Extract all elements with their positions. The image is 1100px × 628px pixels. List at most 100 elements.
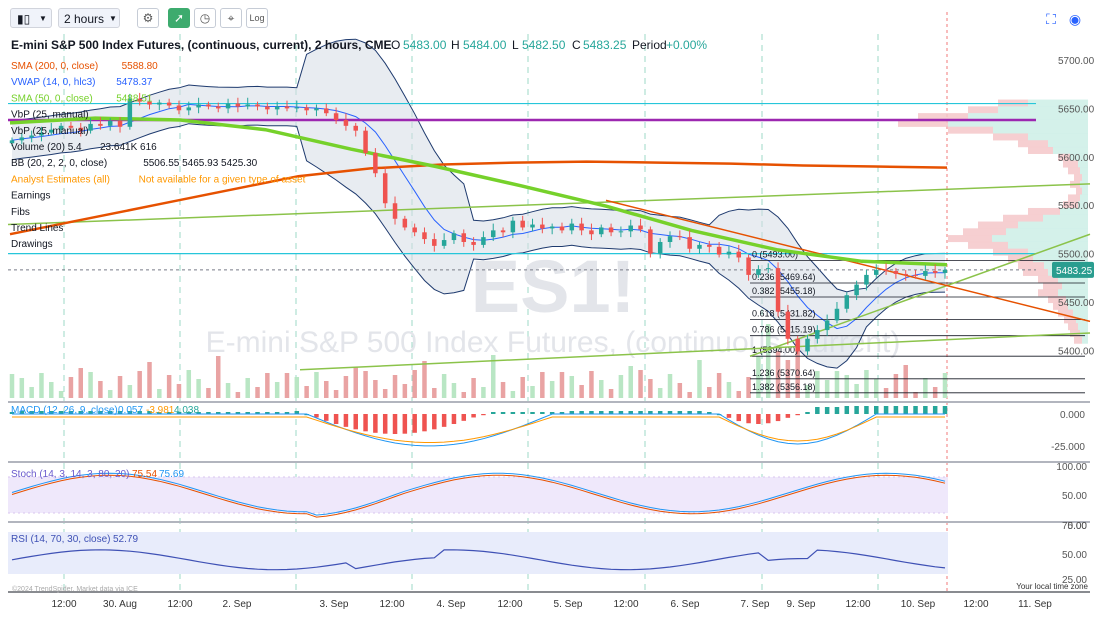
candle-body: [716, 246, 722, 255]
vbp-buy-bar: [1073, 309, 1088, 317]
ohlc-field: 5482.50: [522, 38, 566, 52]
legend-item-label: VbP (25, manual): [11, 126, 89, 137]
candle-body: [765, 268, 771, 270]
candle-body: [913, 274, 918, 276]
candle-body: [451, 233, 457, 241]
bb-upper-line: [11, 38, 946, 293]
macd-signal-line: [12, 416, 945, 443]
candle-body: [373, 152, 378, 174]
rsi-tick-label: 75.00: [1062, 521, 1087, 532]
candle-body: [481, 237, 486, 245]
macd-label: MACD (12, 26, 9, close): [11, 405, 118, 416]
candle-body: [402, 218, 408, 228]
ohlc-field: Period: [632, 38, 667, 52]
drawing-button[interactable]: ⌖: [220, 8, 242, 28]
indicators-button[interactable]: ➚: [168, 8, 190, 28]
rsi-label: RSI (14, 70, 30, close): [11, 534, 111, 545]
macd-hist-bar: [392, 414, 398, 434]
legend-item-label: Earnings: [11, 191, 50, 202]
vbp-buy-bar: [1080, 194, 1088, 202]
fib-level-label: 0 (5493.00): [752, 249, 798, 259]
time-tick-label: 12:00: [167, 599, 192, 610]
current-price-badge: [1052, 261, 1094, 278]
copyright-text: ©2024 TrendSpider. Market data via ICE: [12, 585, 138, 593]
macd-hist-bar: [49, 411, 54, 414]
macd-panel: [9, 406, 948, 447]
candle-body: [824, 320, 830, 331]
volume-bar: [157, 389, 162, 398]
volume-bar: [874, 379, 879, 398]
settings-button[interactable]: ⚙: [137, 8, 159, 28]
vbp-sell-bar: [1028, 207, 1060, 215]
candle-body: [274, 106, 280, 110]
candle-body: [196, 104, 201, 108]
macd-hist-bar: [363, 414, 368, 432]
volume-bar: [520, 377, 525, 398]
macd-hist-bar: [481, 414, 486, 416]
volume-bar: [215, 356, 221, 398]
vbp-sell-bar: [1038, 275, 1058, 283]
candle-body: [834, 308, 840, 321]
macd-hist-bar: [569, 411, 575, 414]
candle-body: [235, 103, 241, 107]
vwap-line: [11, 103, 945, 330]
stoch-tick-label: 50.00: [1062, 491, 1087, 502]
macd-hist-bar: [628, 411, 633, 414]
macd-hist-bar: [932, 406, 938, 414]
volume-bar: [893, 374, 899, 398]
volume-bar: [422, 361, 427, 398]
volume-bar: [117, 376, 123, 398]
volume-bar: [638, 370, 643, 398]
time-tick-label: 12:00: [963, 599, 988, 610]
macd-hist-bar: [559, 412, 565, 414]
fib-level-label: 0.786 (5415.19): [752, 325, 816, 335]
candle-body: [500, 230, 506, 233]
candle-body: [736, 251, 742, 258]
log-button[interactable]: Log: [246, 8, 268, 28]
macd-tick-label: 0.000: [1060, 410, 1085, 421]
volume-bar: [19, 378, 25, 398]
macd-hist-bar: [815, 407, 820, 414]
candle-body: [39, 132, 44, 136]
interval-dropdown[interactable]: 2 hours ▼: [58, 8, 120, 28]
vbp-buy-bar: [1078, 201, 1088, 209]
ohlc-field: 5483.00: [403, 38, 447, 52]
volume-bar: [353, 367, 358, 398]
candle-body: [657, 241, 663, 254]
macd-hist-bar: [78, 411, 83, 414]
vbp-buy-bar: [1058, 275, 1088, 283]
time-tick-label: 4. Sep: [437, 599, 466, 610]
vbp-sell-bar: [1003, 214, 1043, 222]
vbp-buy-bar: [1028, 133, 1088, 141]
candle-body: [255, 104, 260, 107]
macd-hist-bar: [314, 414, 319, 418]
macd-hist-bar: [196, 412, 201, 414]
macd-hist-bar: [324, 414, 329, 421]
chart-type-button[interactable]: ▮▯ ▼: [10, 8, 52, 28]
macd-hist-bar: [117, 411, 123, 414]
vbp-sell-bar: [948, 235, 992, 243]
clock-button[interactable]: ◷: [194, 8, 216, 28]
candle-body: [382, 173, 388, 204]
macd-hist-bar: [579, 411, 584, 414]
candle-body: [540, 224, 545, 229]
macd-hist-bar: [98, 411, 103, 414]
legend-item-label: SMA (200, 0, close): [11, 61, 98, 72]
vbp-buy-bar: [1078, 323, 1088, 331]
volume-bar: [716, 373, 722, 398]
camera-button[interactable]: ◉: [1066, 10, 1084, 28]
time-tick-label: 12:00: [51, 599, 76, 610]
vbp-sell-bar: [1028, 146, 1053, 154]
ohlc-field: +0.00%: [666, 38, 707, 52]
macd-hist-bar: [726, 414, 732, 418]
volume-bar: [441, 374, 447, 398]
candle-body: [88, 123, 93, 131]
volume-bar: [824, 380, 830, 398]
vbp-buy-bar: [1082, 336, 1088, 344]
vbp-sell-bar: [993, 248, 1028, 256]
fullscreen-button[interactable]: ⛶: [1042, 10, 1060, 28]
macd-hist-bar: [765, 414, 771, 424]
candle-body: [215, 106, 221, 109]
macd-hist-bar: [235, 412, 241, 414]
